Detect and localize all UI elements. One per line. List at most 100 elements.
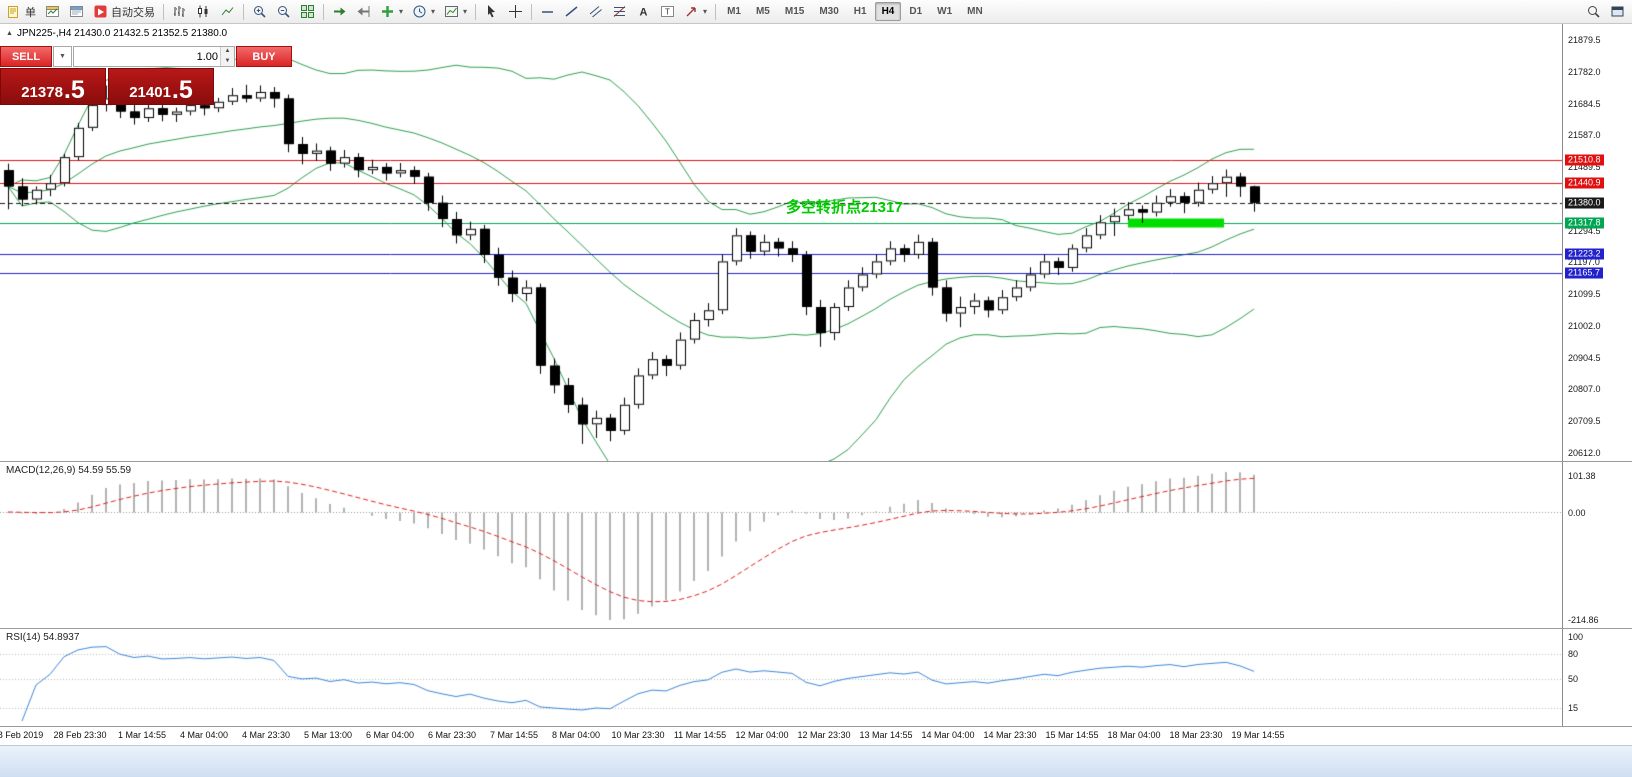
sell-button[interactable]: SELL (0, 46, 52, 67)
text-label-icon: T (661, 6, 675, 17)
timeframe-m1[interactable]: M1 (720, 2, 748, 21)
chevron-down-icon: ▾ (463, 7, 468, 16)
rsi-axis-label: 50 (1568, 674, 1579, 684)
time-axis[interactable]: 28 Feb 2019 28 Feb 23:30 1 Mar 14:55 4 Mar … (0, 726, 1632, 745)
indicators-button[interactable]: ▾ (376, 1, 407, 22)
horizontal-line-icon (542, 11, 554, 13)
timeframe-m5[interactable]: M5 (749, 2, 777, 21)
candlestick-chart-button[interactable] (192, 1, 215, 22)
timeframe-m15[interactable]: M15 (778, 2, 811, 21)
price-axis-label: 20709.5 (1568, 416, 1601, 427)
main-chart-canvas[interactable] (0, 24, 1562, 461)
macd-axis[interactable]: 101.38 0.00 -214.86 (1562, 462, 1632, 628)
price-axis-label: 21879.5 (1568, 35, 1601, 45)
one-click-toggle-icon[interactable]: ▲ (6, 30, 13, 37)
price-axis-label: 21782.0 (1568, 66, 1601, 77)
zoom-in-icon (254, 6, 266, 18)
crosshair-button[interactable] (504, 1, 527, 22)
timeframe-d1[interactable]: D1 (902, 2, 929, 21)
timeframe-h1[interactable]: H1 (847, 2, 874, 21)
profiles-button[interactable] (65, 1, 88, 22)
zoom-in-button[interactable] (248, 1, 271, 22)
crosshair-icon (509, 5, 523, 18)
rsi-axis[interactable]: 100 80 50 15 (1562, 629, 1632, 726)
charts-button[interactable] (41, 1, 64, 22)
volume-stepper[interactable]: ▲ ▼ (220, 47, 234, 66)
trendline-button[interactable] (560, 1, 583, 22)
time-axis-label: 15 Mar 14:55 (1045, 730, 1099, 740)
toolbar-separator (715, 3, 717, 20)
chart-shift-button[interactable] (352, 1, 375, 22)
tile-windows-button[interactable] (296, 1, 319, 22)
volume-dropdown-button[interactable]: ▼ (53, 46, 72, 67)
macd-panel: MACD(12,26,9) 54.59 55.59 101.38 0.00 -214… (0, 461, 1632, 629)
volume-input[interactable] (74, 47, 220, 66)
spinner-down-icon[interactable]: ▼ (221, 56, 234, 66)
search-icon (1588, 6, 1600, 18)
text-label-button[interactable]: T (656, 1, 679, 22)
timeframe-h4[interactable]: H4 (874, 2, 902, 21)
timeframe-m30[interactable]: M30 (812, 2, 845, 21)
line-chart-button[interactable] (216, 1, 239, 22)
svg-text:T: T (665, 8, 670, 17)
timeframe-w1[interactable]: W1 (930, 2, 959, 21)
time-axis-label: 12 Mar 04:00 (735, 730, 789, 740)
price-axis[interactable]: 21879.5 21782.0 21684.5 21587.0 21489.5 21294… (1562, 24, 1632, 461)
cursor-button[interactable] (480, 1, 503, 22)
auto-trading-icon (94, 5, 107, 18)
time-axis-label: 18 Mar 23:30 (1169, 730, 1223, 740)
bar-chart-button[interactable] (168, 1, 191, 22)
time-axis-label: 14 Mar 04:00 (921, 730, 975, 740)
text-button[interactable]: A (632, 1, 655, 22)
channel-button[interactable] (584, 1, 607, 22)
sell-price-display[interactable]: 21378.5 (0, 68, 106, 105)
fibonacci-button[interactable] (608, 1, 631, 22)
auto-trading-button[interactable]: 自动交易 (89, 1, 159, 22)
main-toolbar: 单 自动交易 (0, 0, 1632, 24)
new-order-button[interactable]: 单 (3, 1, 40, 22)
text-icon: A (640, 7, 648, 19)
line-chart-icon (221, 7, 234, 16)
price-axis-label: 21002.0 (1568, 320, 1601, 331)
symbol-ohlc-text: JPN225-,H4 21430.0 21432.5 21352.5 21380… (16, 28, 228, 39)
svg-text:A: A (640, 7, 648, 19)
price-axis-label: 21197.0 (1568, 257, 1600, 268)
rsi-panel: RSI(14) 54.8937 100 80 50 15 (0, 628, 1632, 727)
time-axis-label: 4 Mar 04:00 (179, 730, 229, 740)
time-axis-label: 10 Mar 23:30 (611, 730, 665, 740)
time-axis-label: 12 Mar 23:30 (797, 730, 851, 740)
cursor-icon (488, 5, 496, 18)
rsi-axis-label: 15 (1568, 703, 1579, 714)
macd-label: MACD(12,26,9) 54.59 55.59 (6, 465, 132, 476)
price-line-badge: 21440.9 (1565, 177, 1604, 189)
time-axis-label: 18 Mar 04:00 (1107, 730, 1161, 740)
chart-ohlc-info: ▲ JPN225-,H4 21430.0 21432.5 21352.5 213… (6, 28, 227, 39)
window-restore-button[interactable] (1606, 1, 1629, 22)
macd-axis-label: 101.38 (1568, 471, 1596, 481)
price-line-badge: 21223.2 (1565, 248, 1604, 260)
auto-scroll-button[interactable] (328, 1, 351, 22)
pivot-annotation-text: 多空转折点21317 (786, 199, 903, 216)
tile-windows-icon (301, 5, 314, 18)
search-button[interactable] (1582, 1, 1605, 22)
time-axis-label: 14 Mar 23:30 (983, 730, 1037, 740)
sell-price-main: 21378 (21, 83, 63, 101)
periods-button[interactable]: ▾ (408, 1, 439, 22)
zoom-out-button[interactable] (272, 1, 295, 22)
spinner-up-icon[interactable]: ▲ (221, 47, 234, 57)
time-axis-label: 28 Feb 2019 (0, 730, 44, 740)
timeframe-mn[interactable]: MN (960, 2, 990, 21)
buy-button[interactable]: BUY (236, 46, 292, 67)
buy-price-display[interactable]: 21401.5 (108, 68, 214, 105)
auto-scroll-icon (334, 7, 346, 16)
macd-axis-label: -214.86 (1568, 615, 1599, 625)
bottom-strip (0, 745, 1632, 777)
toolbar-separator (475, 3, 477, 20)
horizontal-line-button[interactable] (536, 1, 559, 22)
arrows-button[interactable]: ▾ (680, 1, 711, 22)
rsi-axis-label: 100 (1568, 632, 1584, 642)
rsi-canvas[interactable] (0, 629, 1562, 727)
rsi-label: RSI(14) 54.8937 (6, 632, 80, 643)
templates-button[interactable]: ▾ (440, 1, 471, 22)
macd-canvas[interactable] (0, 462, 1562, 629)
